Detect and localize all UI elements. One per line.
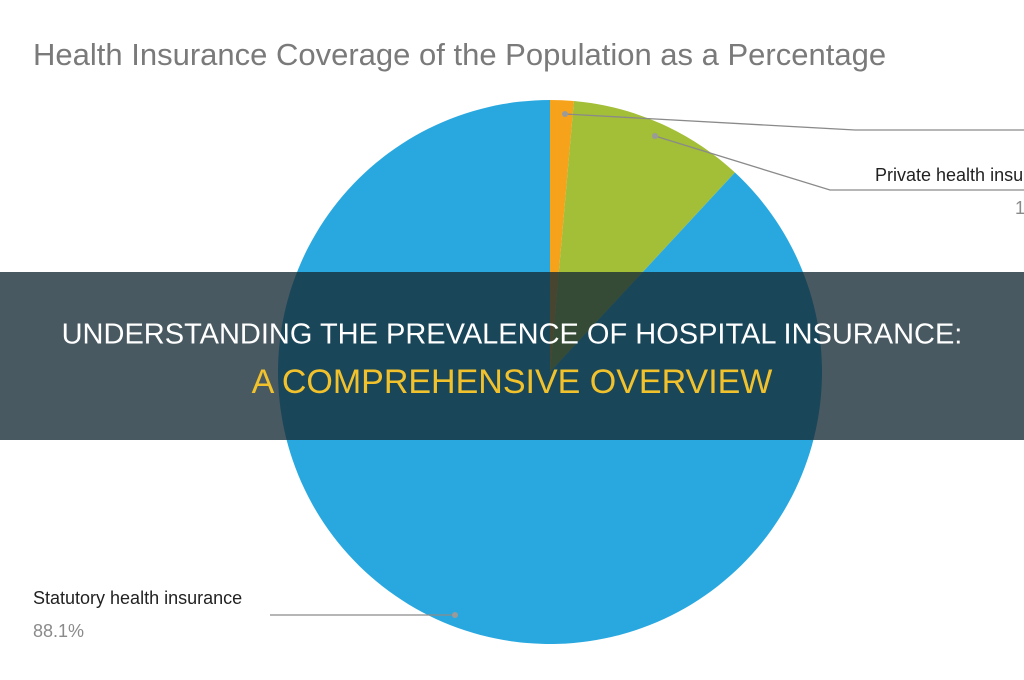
labels: Private health insurance 10.5% Statutory h… xyxy=(33,111,1024,641)
chart-title: Health Insurance Coverage of the Populat… xyxy=(33,37,886,72)
slice-value: 10.5% xyxy=(1015,198,1024,218)
banner-line1: UNDERSTANDING THE PREVALENCE OF HOSPITAL… xyxy=(62,319,963,351)
leader-line xyxy=(564,113,1024,131)
slice-label: Statutory health insurance xyxy=(33,588,242,608)
leader-line xyxy=(654,135,1024,191)
slice-label: Private health insurance xyxy=(875,165,1024,185)
leader-dot xyxy=(562,111,568,117)
slice-value: 88.1% xyxy=(33,621,84,641)
banner xyxy=(0,272,1024,440)
leader-dot xyxy=(652,133,658,139)
banner-line2: A COMPREHENSIVE OVERVIEW xyxy=(252,363,773,401)
leader-dot xyxy=(452,612,458,618)
